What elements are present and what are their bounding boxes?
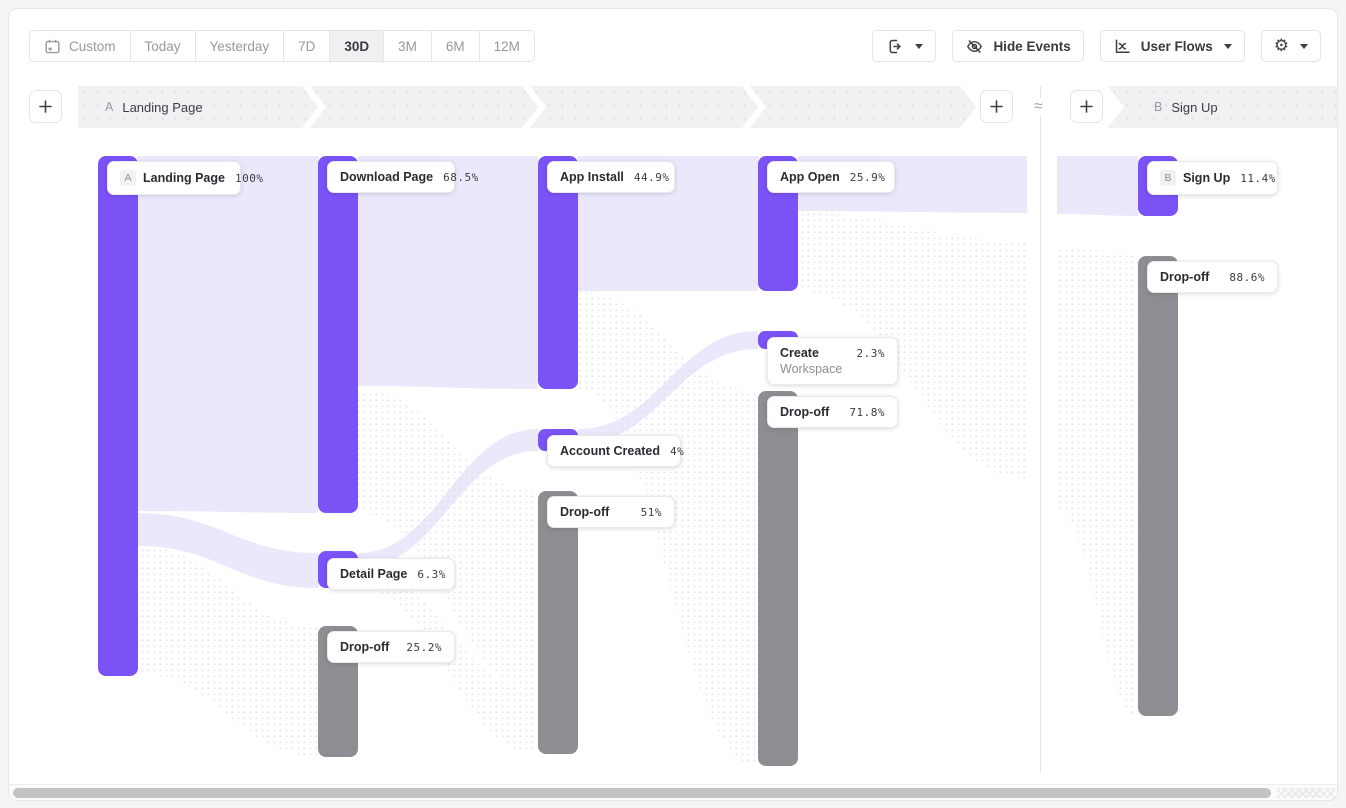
plus-icon <box>39 100 52 113</box>
node-percent: 100% <box>234 171 264 185</box>
date-range-label: Custom <box>69 38 116 54</box>
date-range-7d[interactable]: 7D <box>284 31 331 61</box>
scrollbar-overflow-hatch <box>1277 788 1335 798</box>
approx-symbol: ≈ <box>1031 98 1046 116</box>
node-label-dropoff-886[interactable]: Drop-off 88.6% <box>1147 261 1278 293</box>
node-label-landing-page[interactable]: A Landing Page 100% <box>107 161 263 195</box>
date-range-12m[interactable]: 12M <box>479 31 534 61</box>
user-flows-label: User Flows <box>1140 38 1213 54</box>
flow-a-step-2-segment[interactable] <box>310 86 538 128</box>
settings-button[interactable]: ⚙ <box>1260 30 1321 62</box>
node-label-dropoff-71[interactable]: Drop-off 71.8% <box>767 396 898 428</box>
node-label-sign-up[interactable]: B Sign Up 11.4% <box>1147 161 1278 195</box>
node-label-app-open[interactable]: App Open 25.9% <box>767 161 895 193</box>
flow-a-step-1-landing-page[interactable]: A Landing Page <box>78 86 318 128</box>
add-step-button-flow-a-end[interactable] <box>980 90 1013 123</box>
add-step-button-flow-a-start[interactable] <box>29 90 62 123</box>
date-range-6m[interactable]: 6M <box>431 31 480 61</box>
node-label-app-install[interactable]: App Install 44.9% <box>547 161 675 193</box>
node-letter-badge: B <box>1160 170 1176 186</box>
node-percent: 25.2% <box>406 640 442 654</box>
date-range-30d-selected[interactable]: 30D <box>330 31 385 61</box>
user-flows-chart-icon <box>1115 38 1130 53</box>
node-label-account-created[interactable]: Account Created 4% <box>547 435 685 467</box>
node-percent: 25.9% <box>849 170 886 184</box>
bar-dropoff-886 <box>1138 256 1178 716</box>
flow-a-letter: A <box>105 100 114 114</box>
date-range-picker: Custom Today Yesterday 7D 30D 3M 6M 12M <box>29 30 535 62</box>
scrollbar-thumb[interactable] <box>13 788 1271 798</box>
event-bars <box>98 156 1178 676</box>
date-range-today[interactable]: Today <box>130 31 196 61</box>
chart-card: Custom Today Yesterday 7D 30D 3M 6M 12M <box>8 8 1338 801</box>
bar-dropoff-51 <box>538 491 578 754</box>
node-percent: 88.6% <box>1229 270 1265 284</box>
dropoff-flow-bands <box>138 213 1138 766</box>
flow-b-letter: B <box>1154 100 1163 114</box>
node-percent: 44.9% <box>633 170 670 184</box>
chevron-down-icon <box>1300 43 1308 49</box>
plus-icon <box>990 100 1003 113</box>
node-percent: 6.3% <box>417 567 446 581</box>
toolbar-right-group: Hide Events User Flows ⚙ <box>872 30 1321 62</box>
export-button[interactable] <box>872 30 937 62</box>
plus-icon <box>1080 100 1093 113</box>
user-flows-chart-type-button[interactable]: User Flows <box>1099 30 1245 62</box>
dropoff-bars <box>318 256 1178 766</box>
flow-a-step-4-segment[interactable] <box>750 86 976 128</box>
date-range-3m[interactable]: 3M <box>384 31 432 61</box>
gear-icon: ⚙ <box>1273 35 1289 56</box>
node-label-download-page[interactable]: Download Page 68.5% <box>327 161 478 193</box>
node-percent: 51% <box>640 505 662 519</box>
add-step-button-flow-b-start[interactable] <box>1070 90 1103 123</box>
node-label-dropoff-25[interactable]: Drop-off 25.2% <box>327 631 455 663</box>
node-letter-badge: A <box>120 170 136 186</box>
toolbar: Custom Today Yesterday 7D 30D 3M 6M 12M <box>9 30 1337 62</box>
bar-dropoff-71 <box>758 391 798 766</box>
hide-events-button[interactable]: Hide Events <box>952 30 1084 62</box>
hide-events-label: Hide Events <box>993 38 1071 54</box>
bar-landing-page <box>98 156 138 676</box>
chevron-down-icon <box>1223 43 1232 49</box>
node-label-detail-page[interactable]: Detail Page 6.3% <box>327 558 455 590</box>
panel-divider <box>1040 86 1041 772</box>
node-percent: 71.8% <box>849 405 885 419</box>
chevron-down-icon <box>915 43 924 49</box>
horizontal-scrollbar <box>9 784 1337 800</box>
flow-a-step-3-segment[interactable] <box>530 86 758 128</box>
flow-a-step-1-label: Landing Page <box>122 99 203 115</box>
date-range-yesterday[interactable]: Yesterday <box>195 31 285 61</box>
flow-b-step-1-label: Sign Up <box>1171 99 1218 115</box>
node-percent: 4% <box>670 444 685 458</box>
node-percent: 68.5% <box>443 170 479 184</box>
eye-off-icon <box>967 39 983 53</box>
node-label-create-workspace[interactable]: Create 2.3% Workspace <box>767 337 898 385</box>
calendar-icon <box>45 39 60 53</box>
flow-b-step-1-sign-up[interactable]: B Sign Up <box>1108 86 1337 128</box>
export-icon <box>889 39 902 53</box>
node-percent: 11.4% <box>1240 171 1276 185</box>
node-percent: 2.3% <box>856 346 885 360</box>
bar-download-page <box>318 156 358 513</box>
node-label-dropoff-51[interactable]: Drop-off 51% <box>547 496 675 528</box>
date-range-custom[interactable]: Custom <box>30 31 131 61</box>
